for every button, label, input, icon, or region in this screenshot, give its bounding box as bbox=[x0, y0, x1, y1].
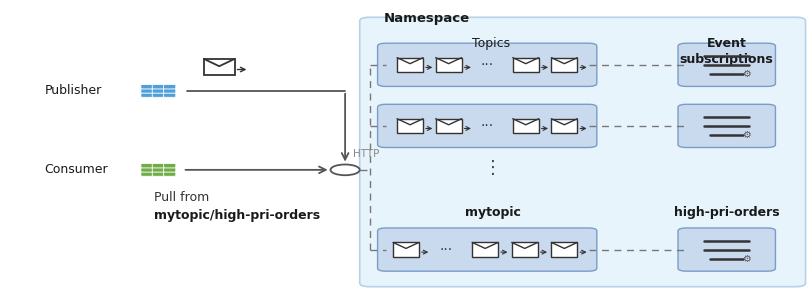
FancyBboxPatch shape bbox=[164, 167, 176, 172]
FancyBboxPatch shape bbox=[141, 172, 153, 176]
Text: ···: ··· bbox=[439, 243, 452, 257]
FancyBboxPatch shape bbox=[551, 58, 577, 72]
FancyBboxPatch shape bbox=[164, 163, 176, 168]
FancyBboxPatch shape bbox=[377, 43, 596, 86]
FancyBboxPatch shape bbox=[513, 119, 539, 133]
Text: Namespace: Namespace bbox=[383, 12, 469, 25]
FancyBboxPatch shape bbox=[551, 119, 577, 133]
FancyBboxPatch shape bbox=[164, 93, 176, 97]
Text: HTTP: HTTP bbox=[353, 149, 379, 159]
FancyBboxPatch shape bbox=[141, 85, 153, 89]
FancyBboxPatch shape bbox=[472, 243, 497, 257]
FancyBboxPatch shape bbox=[397, 58, 423, 72]
FancyBboxPatch shape bbox=[513, 58, 539, 72]
FancyBboxPatch shape bbox=[152, 93, 164, 97]
Text: ⋮: ⋮ bbox=[483, 159, 501, 177]
FancyBboxPatch shape bbox=[152, 163, 164, 168]
FancyBboxPatch shape bbox=[435, 58, 461, 72]
FancyBboxPatch shape bbox=[152, 85, 164, 89]
Text: ···: ··· bbox=[480, 119, 493, 133]
FancyBboxPatch shape bbox=[377, 104, 596, 148]
Text: Consumer: Consumer bbox=[45, 163, 108, 176]
Text: high-pri-orders: high-pri-orders bbox=[673, 206, 779, 219]
Text: mytopic: mytopic bbox=[465, 206, 520, 219]
FancyBboxPatch shape bbox=[141, 89, 153, 93]
FancyBboxPatch shape bbox=[152, 167, 164, 172]
Text: Event
subscriptions: Event subscriptions bbox=[679, 37, 773, 66]
Text: Topics: Topics bbox=[472, 37, 509, 50]
FancyBboxPatch shape bbox=[511, 243, 537, 257]
FancyBboxPatch shape bbox=[141, 167, 153, 172]
FancyBboxPatch shape bbox=[393, 243, 418, 257]
FancyBboxPatch shape bbox=[204, 59, 234, 75]
FancyBboxPatch shape bbox=[435, 119, 461, 133]
Text: Publisher: Publisher bbox=[45, 84, 102, 97]
FancyBboxPatch shape bbox=[152, 172, 164, 176]
FancyBboxPatch shape bbox=[164, 85, 176, 89]
FancyBboxPatch shape bbox=[152, 89, 164, 93]
FancyBboxPatch shape bbox=[397, 119, 423, 133]
Text: ⚙: ⚙ bbox=[741, 254, 749, 264]
FancyBboxPatch shape bbox=[141, 93, 153, 97]
Text: Pull from: Pull from bbox=[154, 191, 209, 204]
FancyBboxPatch shape bbox=[677, 228, 775, 271]
FancyBboxPatch shape bbox=[677, 43, 775, 86]
FancyBboxPatch shape bbox=[164, 172, 176, 176]
Circle shape bbox=[330, 164, 359, 175]
Text: ⚙: ⚙ bbox=[741, 69, 749, 79]
Text: ···: ··· bbox=[480, 58, 493, 72]
Text: mytopic/high-pri-orders: mytopic/high-pri-orders bbox=[154, 209, 320, 222]
FancyBboxPatch shape bbox=[377, 228, 596, 271]
FancyBboxPatch shape bbox=[164, 89, 176, 93]
FancyBboxPatch shape bbox=[677, 104, 775, 148]
FancyBboxPatch shape bbox=[551, 243, 577, 257]
Text: ⚙: ⚙ bbox=[741, 131, 749, 140]
FancyBboxPatch shape bbox=[359, 17, 805, 287]
FancyBboxPatch shape bbox=[141, 163, 153, 168]
